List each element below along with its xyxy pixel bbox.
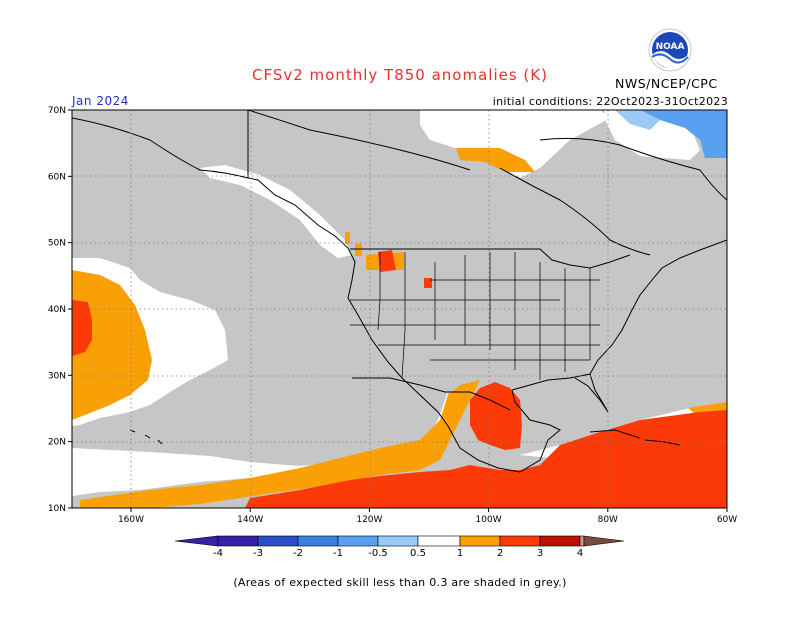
colorbar-label: -3: [253, 548, 263, 559]
colorbar-label: -1: [333, 548, 343, 559]
colorbar-box: [257, 535, 299, 547]
coastlines: [72, 110, 727, 473]
warm-anomaly-mexico-red: [470, 382, 522, 450]
longitude-ticks: 160W 140W 120W 100W 80W 60W: [118, 508, 737, 525]
negative-anomaly-baffin: [640, 110, 727, 158]
lat-tick-label: 50N: [48, 239, 66, 249]
lat-tick-label: 20N: [48, 438, 66, 448]
colorbar-arrow-left: [174, 535, 219, 547]
skill-note: (Areas of expected skill less than 0.3 a…: [233, 576, 567, 589]
colorbar-label: 4: [577, 548, 583, 559]
colorbar-box: [377, 535, 419, 547]
map-field: [72, 110, 727, 508]
colorbar-label: 3: [537, 548, 543, 559]
state-boundaries: [350, 252, 600, 380]
lon-tick-label: 80W: [598, 515, 618, 525]
colorbar-box: [499, 535, 541, 547]
warm-anomaly-pacific-red: [72, 300, 92, 356]
colorbar-box: [337, 535, 379, 547]
colorbar-label: 1: [457, 548, 463, 559]
warm-anomaly-tropical-orange: [80, 380, 480, 508]
colorbar-label: -2: [293, 548, 303, 559]
map-title: CFSv2 monthly T850 anomalies (K): [252, 66, 548, 84]
colorbar-box: [539, 535, 581, 547]
colorbar-box: [459, 535, 501, 547]
lon-tick-label: 140W: [237, 515, 263, 525]
colorbar-label: 2: [497, 548, 503, 559]
white-region-tropical-pacific: [72, 392, 448, 496]
lat-tick-label: 70N: [48, 106, 66, 116]
lon-tick-label: 120W: [356, 515, 382, 525]
warm-anomaly-montana-red: [378, 250, 432, 288]
colorbar-arrow-right: [583, 535, 625, 547]
warm-anomaly-tropical-red: [245, 410, 727, 508]
latitude-ticks: 70N 60N 50N 40N 30N 20N 10N: [48, 106, 72, 514]
colorbar-label: -0.5: [368, 548, 388, 559]
logo-text: NOAA: [656, 42, 685, 52]
colorbar: -4 -3 -2 -1 -0.5 0.5 1 2 3 4: [174, 535, 625, 559]
colorbar-box: [297, 535, 339, 547]
lon-tick-label: 160W: [118, 515, 144, 525]
lat-tick-label: 10N: [48, 504, 66, 514]
colorbar-box: [579, 535, 585, 547]
graticule: [72, 110, 727, 508]
lat-tick-label: 30N: [48, 371, 66, 381]
noaa-logo: NOAA: [648, 28, 692, 72]
warm-anomaly-pacific-orange: [72, 270, 152, 420]
colorbar-label: 0.5: [410, 548, 426, 559]
initial-conditions: initial conditions: 22Oct2023-31Oct2023: [492, 95, 728, 108]
colorbar-label: -4: [213, 548, 223, 559]
lat-tick-label: 40N: [48, 305, 66, 315]
lat-tick-label: 60N: [48, 172, 66, 182]
negative-anomaly-baffin-light: [615, 110, 660, 130]
lon-tick-label: 60W: [717, 515, 737, 525]
white-region-canada: [420, 110, 610, 178]
agency-label: NWS/NCEP/CPC: [615, 76, 718, 91]
warm-anomaly-canada-orange: [456, 148, 535, 172]
valid-month: Jan 2024: [72, 94, 129, 108]
colorbar-box: [417, 535, 461, 547]
lon-tick-label: 100W: [476, 515, 502, 525]
colorbar-box: [217, 535, 259, 547]
white-region-gulf-alaska: [200, 165, 352, 258]
